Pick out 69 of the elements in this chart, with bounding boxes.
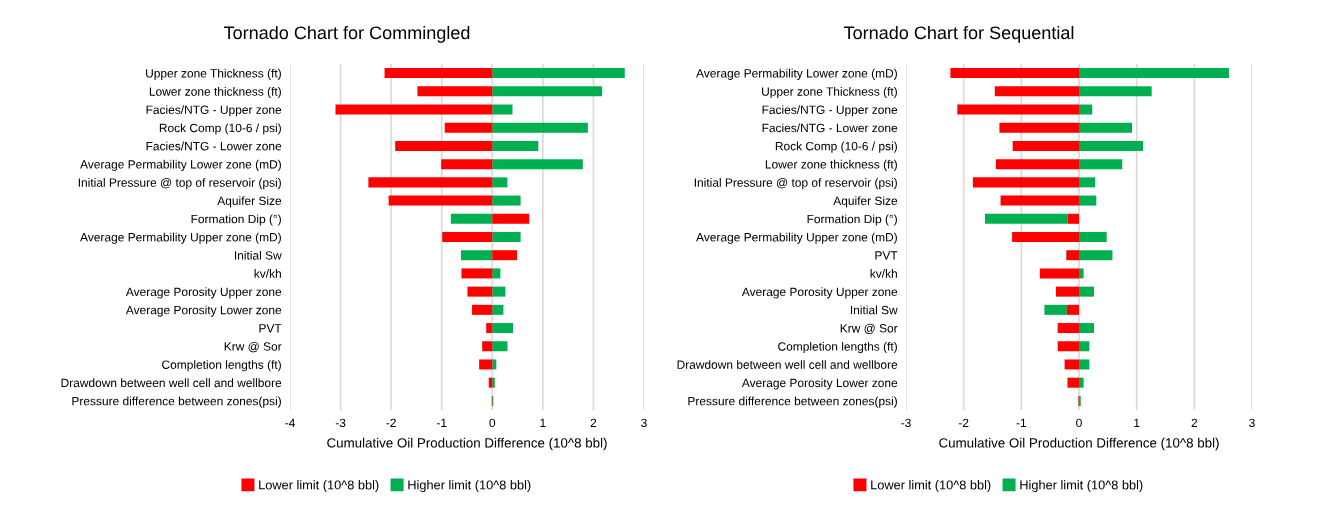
bar [1079,323,1094,334]
bar [950,68,1079,79]
bar [1079,250,1113,261]
chart-title: Tornado Chart for Sequential [843,25,1074,43]
bar [417,86,493,97]
bar [492,304,504,315]
bar [492,341,508,352]
bar [492,231,521,243]
bar [1079,359,1090,370]
bar [1066,304,1079,315]
bar [1079,68,1229,79]
bar [995,159,1079,170]
bar [441,159,493,170]
bar [486,323,493,334]
bar [492,323,514,334]
bar [1012,231,1079,243]
bar [492,213,530,224]
bar [450,213,493,224]
bar [1067,213,1079,224]
bar [492,177,508,188]
bar [1066,250,1079,261]
bar [1079,122,1133,133]
bar [492,104,513,115]
bar [1079,341,1090,352]
bar [492,195,521,206]
bar [957,104,1079,115]
bar [1079,177,1096,188]
bar [985,213,1068,224]
bar [1079,104,1093,115]
bar [442,231,493,243]
bar [1067,377,1079,388]
bar [492,122,588,133]
bar [492,140,539,151]
bar [492,68,625,79]
bar [972,177,1079,188]
bar [1000,195,1079,206]
bar [994,86,1079,97]
bar [1079,195,1097,206]
bar [999,122,1079,133]
chart-title: Tornado Chart for Commingled [223,25,470,43]
bar [492,250,518,261]
bar [1079,159,1123,170]
bar [335,104,493,115]
bar [460,250,493,261]
bar [1039,268,1079,279]
bar [1079,286,1094,297]
bar [1064,359,1079,370]
bar [492,159,583,170]
bar [395,140,493,151]
bar [472,304,493,315]
bar [467,286,493,297]
bar [1079,231,1107,243]
bar [1057,341,1079,352]
bar [492,268,501,279]
bar [482,341,493,352]
bar [368,177,493,188]
bar [388,195,493,206]
bar [1079,140,1144,151]
bar [479,359,493,370]
bar [461,268,493,279]
bar [1044,304,1067,315]
bar [1055,286,1079,297]
bar [444,122,493,133]
bar [1057,323,1079,334]
bar [492,86,603,97]
bar [384,68,493,79]
bar [492,286,506,297]
bar [1079,86,1152,97]
bar [1012,140,1079,151]
